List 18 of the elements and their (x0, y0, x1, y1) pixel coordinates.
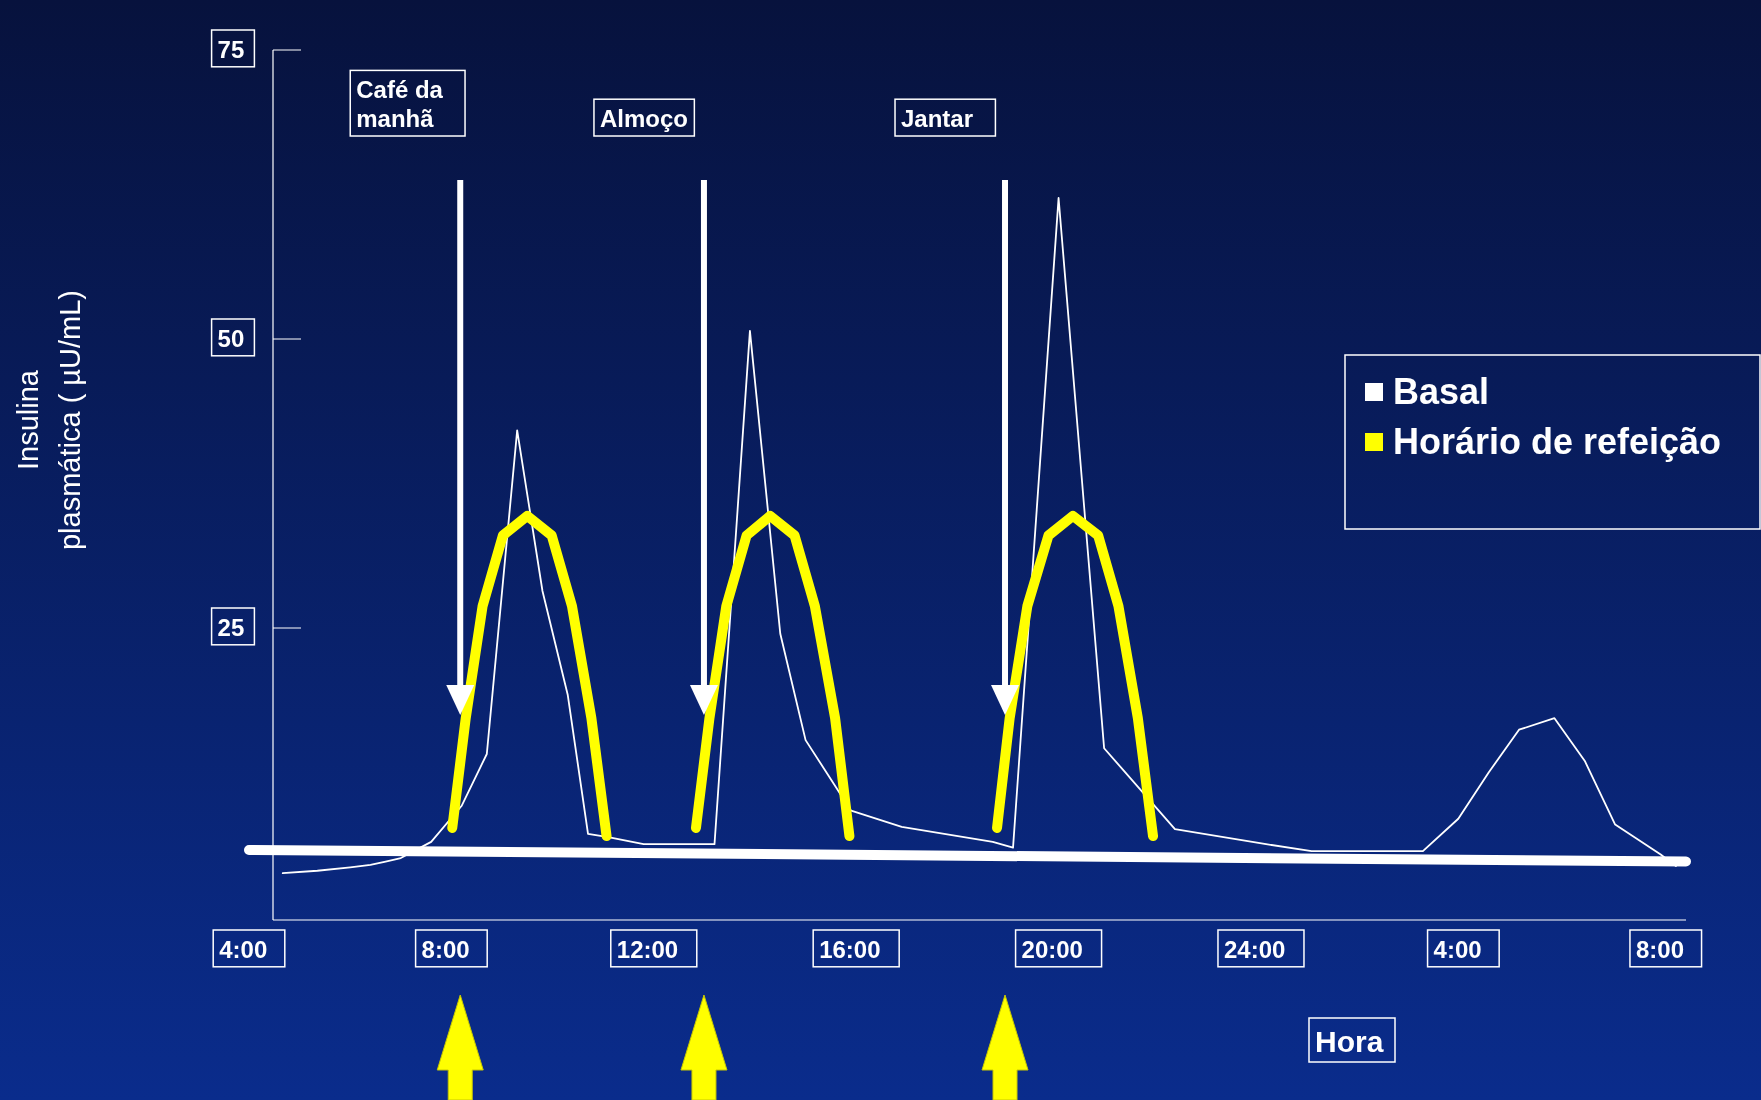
y-tick-label: 50 (217, 325, 245, 352)
x-tick-label: 4:00 (219, 936, 268, 963)
x-tick-label: 16:00 (819, 936, 881, 963)
annotation: Almoço (599, 105, 688, 133)
x-tick-label: 12:00 (616, 936, 679, 963)
x-tick-label: 20:00 (1021, 936, 1083, 963)
x-tick-label: 4:00 (1433, 936, 1482, 963)
y-tick-label: 25 (217, 614, 245, 641)
y-tick-label: 75 (217, 36, 245, 63)
y-axis-title: Insulina plasmática ( µU/mL) (12, 289, 86, 551)
legend-label: Basal (1393, 371, 1490, 412)
x-tick-label: 8:00 (421, 936, 470, 963)
annotation: Café da manhã (356, 76, 444, 133)
x-tick-label: 8:00 (1635, 936, 1685, 963)
x-axis-title: Hora (1315, 1025, 1384, 1058)
x-tick-label: 24:00 (1223, 936, 1286, 963)
legend-label: Horário de refeição (1393, 421, 1722, 462)
annotation: Jantar (901, 105, 974, 133)
